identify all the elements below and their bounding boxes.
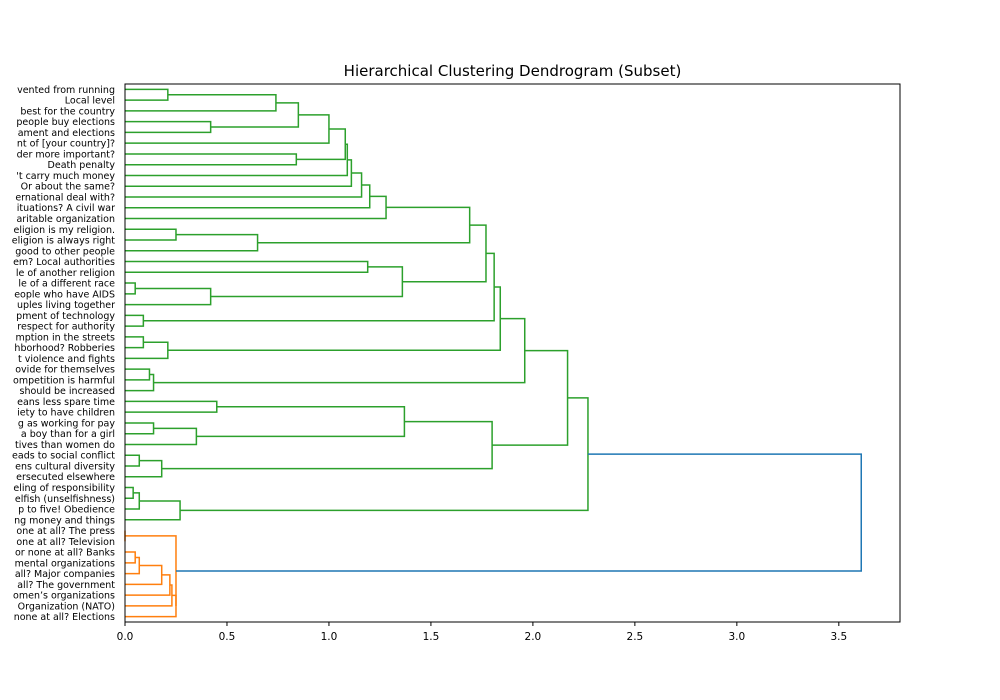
axes-frame [124, 83, 901, 623]
dendrogram-link [161, 420, 493, 470]
dendrogram-link [210, 266, 404, 298]
leaf-label: Local level [65, 96, 115, 107]
leaf-label: none at all? Elections [14, 612, 115, 623]
leaf-label: all? Major companies [15, 569, 115, 580]
leaf-label: best for the country [20, 106, 115, 117]
leaf-label: Death penalty [48, 160, 116, 171]
x-tick-label: 3.0 [728, 631, 745, 643]
x-tick-label: 2.0 [525, 631, 542, 643]
dendrogram-link [125, 114, 330, 144]
dendrogram-link [175, 453, 862, 572]
leaf-label: hborhood? Robberies [14, 343, 115, 354]
leaf-label: 't carry much money [16, 171, 115, 182]
leaf-label: vented from running [17, 85, 115, 96]
dendrogram-link [125, 400, 218, 413]
leaf-label: der more important? [17, 149, 115, 160]
leaf-label: tives than women do [15, 440, 115, 451]
x-tick-label: 1.5 [423, 631, 440, 643]
dendrogram-link [167, 286, 502, 352]
leaf-label: ompetition is harmful [13, 375, 115, 386]
dendrogram-link [125, 454, 141, 467]
leaf-label: eling of responsibility [13, 483, 115, 494]
dendrogram-link [125, 551, 136, 564]
leaf-label: p to five! Obedience [18, 505, 115, 516]
leaf-label: le of a different race [18, 279, 115, 290]
dendrogram-link [125, 336, 145, 349]
dendrogram-link [125, 535, 177, 607]
leaf-label: good to other people [15, 246, 115, 257]
x-tick-label: 2.5 [627, 631, 644, 643]
leaf-label: elfish (unselfishness) [15, 494, 115, 505]
leaf-label: eligion is always right [12, 236, 115, 247]
leaf-label: ens cultural diversity [15, 461, 115, 472]
leaf-label: Organization (NATO) [18, 601, 115, 612]
dendrogram-link [125, 260, 369, 274]
leaf-label: Or about the same? [21, 182, 115, 193]
chart-title: Hierarchical Clustering Dendrogram (Subs… [344, 62, 682, 80]
leaf-label: people buy elections [16, 117, 115, 128]
leaf-label: aritable organization [16, 214, 115, 225]
leaf-label: one at all? Television [16, 537, 115, 548]
dendrogram-link [125, 574, 171, 596]
leaf-label: ng money and things [14, 515, 115, 526]
x-tick-label: 3.5 [830, 631, 847, 643]
x-tick-label: 0.5 [219, 631, 236, 643]
x-axis-ticks: 0.0 0.5 1.0 1.5 2.0 2.5 3.0 3.5 [117, 622, 847, 643]
leaf-label: ovide for themselves [15, 365, 115, 376]
leaf-label: a boy than for a girl [21, 429, 115, 440]
leaf-label: eans less spare time [17, 397, 115, 408]
leaf-label: omen’s organizations [13, 591, 115, 602]
leaf-label: ament and elections [18, 128, 115, 139]
x-tick-label: 1.0 [321, 631, 338, 643]
leaf-label: eads to social conflict [12, 451, 115, 462]
leaf-label: t violence and fights [18, 354, 115, 365]
leaf-label: g as working for pay [18, 418, 115, 429]
leaf-label: or none at all? Banks [15, 548, 115, 559]
leaf-label: pment of technology [16, 311, 115, 322]
dendrogram-link [125, 556, 141, 575]
dendrogram-link [296, 128, 347, 161]
leaf-label: one at all? The press [16, 526, 115, 537]
leaf-label: iety to have children [17, 408, 115, 419]
leaf-label: eople who have AIDS [14, 289, 115, 300]
leaf-label: should be increased [20, 386, 115, 397]
leaf-label: all? The government [17, 580, 115, 591]
leaf-label: eligion is my religion. [14, 225, 116, 236]
leaf-label: le of another religion [16, 268, 115, 279]
leaf-label: ersecuted elsewhere [16, 472, 115, 483]
dendrogram-link [257, 206, 471, 244]
leaf-label: ituations? A civil war [17, 203, 115, 214]
dendrogram-links [124, 88, 862, 618]
dendrogram-link [125, 94, 277, 112]
leaf-label: em? Local authorities [13, 257, 115, 268]
dendrogram-link [125, 492, 141, 510]
x-tick-label: 0.0 [117, 631, 134, 643]
leaf-label: mental organizations [15, 558, 115, 569]
leaf-label: uples living together [17, 300, 115, 311]
leaf-label: respect for authority [17, 322, 115, 333]
leaf-label: mption in the streets [15, 332, 115, 343]
dendrogram-link [210, 102, 300, 128]
dendrogram-link [125, 314, 145, 327]
leaf-label: ernational deal with? [15, 192, 115, 203]
leaf-label: nt of [your country]? [17, 139, 115, 150]
dendrogram-link [125, 282, 136, 295]
